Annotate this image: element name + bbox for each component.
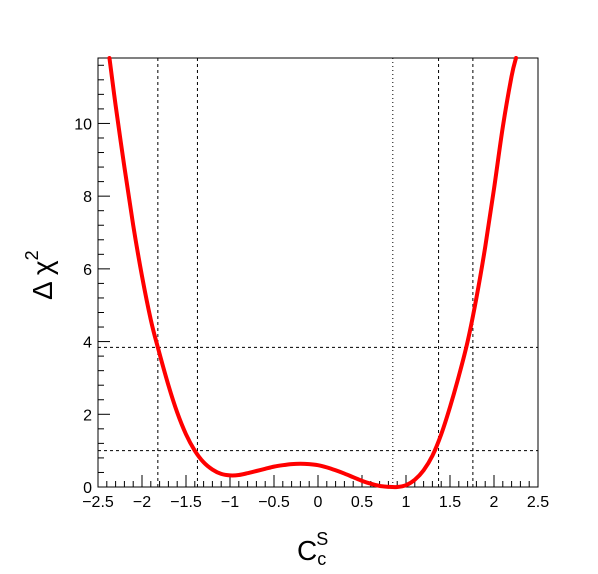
major-ticks (97, 122, 539, 488)
y-axis-title-sup: 2 (22, 250, 42, 260)
x-tick-label: −0.5 (258, 494, 290, 511)
x-tick-label: −2.5 (82, 494, 114, 511)
minor-ticks (98, 64, 530, 487)
plot-area-border (97, 57, 539, 488)
series-line-0 (107, 56, 518, 490)
x-axis-title-sub: c (317, 549, 326, 569)
y-tick-label: 6 (83, 262, 92, 279)
y-tick-label: 8 (83, 189, 92, 206)
series-layer (107, 56, 518, 490)
x-tick-label: 1.5 (439, 494, 461, 511)
x-axis-title-main: C (297, 535, 317, 566)
y-tick-labels: 0 2 4 6 8 10 (74, 116, 92, 497)
y-tick-label: 4 (83, 335, 92, 352)
y-tick-label: 10 (74, 116, 92, 133)
y-axis-title-main: Δ χ (27, 260, 58, 300)
x-tick-label: 0.5 (351, 494, 373, 511)
plot-frame (97, 57, 539, 488)
x-tick-label: 1 (402, 494, 411, 511)
y-tick-label: 0 (83, 480, 92, 497)
reference-lines (98, 58, 538, 487)
y-tick-label: 2 (83, 407, 92, 424)
x-tick-label: −1.5 (170, 494, 202, 511)
x-tick-label: 0 (314, 494, 323, 511)
x-axis-title-sup: S (316, 529, 328, 549)
x-tick-label: −1 (221, 494, 239, 511)
x-axis-title: CcS (297, 529, 328, 569)
x-tick-label: 2 (490, 494, 499, 511)
x-tick-label: −2 (133, 494, 151, 511)
x-tick-labels: −2.5 −2 −1.5 −1 −0.5 0 0.5 1 1.5 2 2.5 (82, 494, 549, 511)
y-axis-title: Δ χ2 (22, 250, 58, 300)
x-tick-label: 2.5 (527, 494, 549, 511)
